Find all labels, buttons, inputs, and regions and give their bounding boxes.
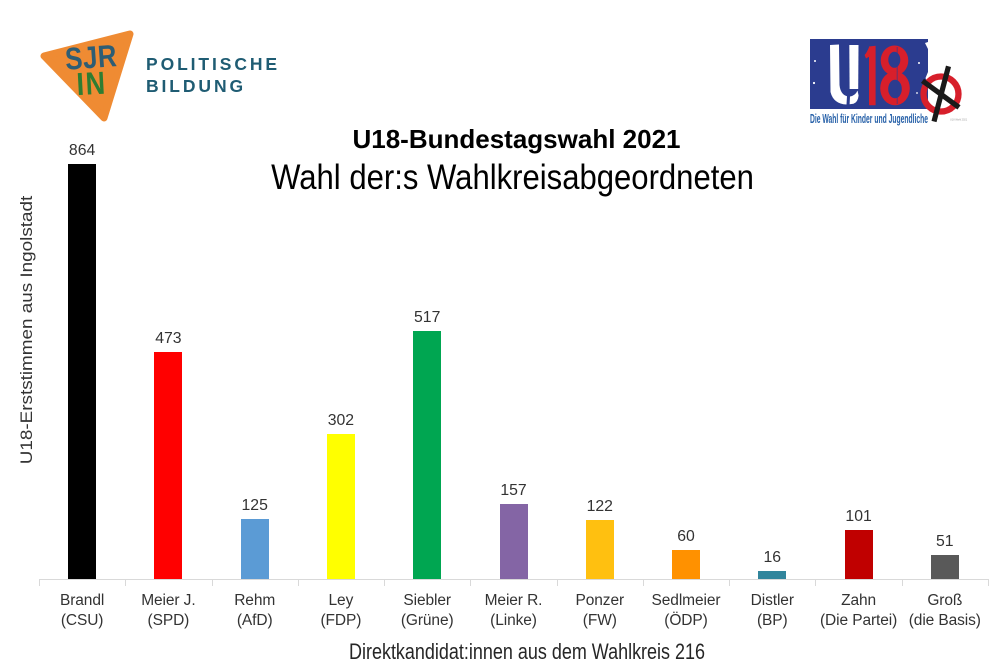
svg-text:IN: IN	[76, 66, 108, 103]
svg-text:SJR: SJR	[64, 39, 118, 77]
svg-text:Die Wahl für Kinder und Jugend: Die Wahl für Kinder und Jugendliche	[810, 111, 928, 126]
svg-text:U18 Wahl 2021: U18 Wahl 2021	[950, 119, 968, 122]
